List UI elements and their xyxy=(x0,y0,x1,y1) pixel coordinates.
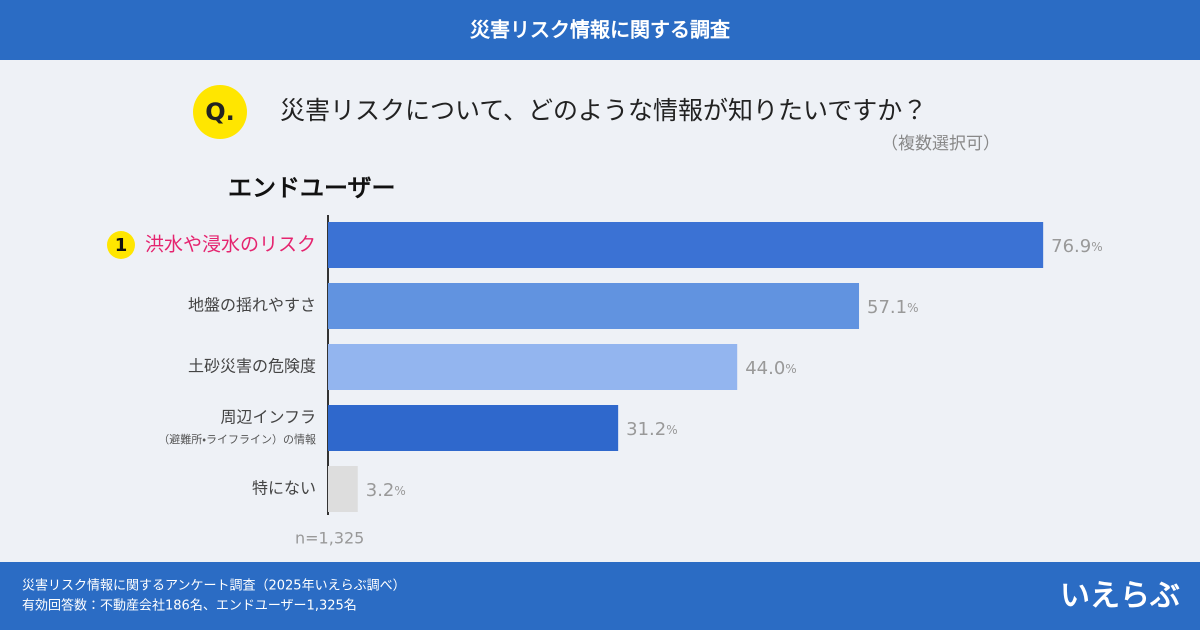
category-label: 周辺インフラ xyxy=(220,408,316,427)
value-unit: % xyxy=(666,423,677,437)
value-label: 76.9% xyxy=(1051,236,1102,257)
question-note: （複数選択可） xyxy=(881,134,1000,154)
category-label: 洪水や浸水のリスク xyxy=(145,234,316,256)
category-sublabel: （避難所・ライフライン）の情報 xyxy=(158,432,316,446)
logo: いえらぶ xyxy=(1060,579,1180,614)
value-number: 31.2 xyxy=(626,419,666,440)
value-number: 3.2 xyxy=(366,480,395,501)
question-badge xyxy=(193,85,247,139)
category-label: 特にない xyxy=(252,479,316,498)
value-number: 76.9 xyxy=(1051,236,1091,257)
chart-subtitle: エンドユーザー xyxy=(228,174,396,202)
question-text: 災害リスクについて、どのような情報が知りたいですか？ xyxy=(280,96,927,125)
footer-bar xyxy=(0,562,1200,630)
question-marker: Q. xyxy=(205,98,235,126)
value-unit: % xyxy=(907,301,918,315)
header-title: 災害リスク情報に関する調査 xyxy=(470,18,730,42)
value-label: 44.0% xyxy=(745,358,796,379)
rank-label: 1 xyxy=(115,235,128,256)
bar xyxy=(328,405,619,451)
bar xyxy=(328,222,1044,268)
value-unit: % xyxy=(1091,240,1102,254)
footer-line: 有効回答数：不動産会社186名、エンドユーザー1,325名 xyxy=(22,598,357,614)
sample-size: n=1,325 xyxy=(295,529,364,548)
rank-badge xyxy=(106,231,135,259)
bar xyxy=(328,466,358,512)
value-label: 57.1% xyxy=(867,297,918,318)
value-unit: % xyxy=(785,362,796,376)
category-label: 土砂災害の危険度 xyxy=(188,357,316,376)
footer-line: 災害リスク情報に関するアンケート調査（2025年いえらぶ調べ） xyxy=(22,578,406,594)
value-number: 44.0 xyxy=(745,358,785,379)
value-number: 57.1 xyxy=(867,297,907,318)
value-label: 3.2% xyxy=(366,480,406,501)
header-bar xyxy=(0,0,1200,60)
category-label: 地盤の揺れやすさ xyxy=(188,296,316,315)
bar xyxy=(328,283,860,329)
bar xyxy=(328,344,738,390)
value-label: 31.2% xyxy=(626,419,677,440)
value-unit: % xyxy=(394,484,405,498)
